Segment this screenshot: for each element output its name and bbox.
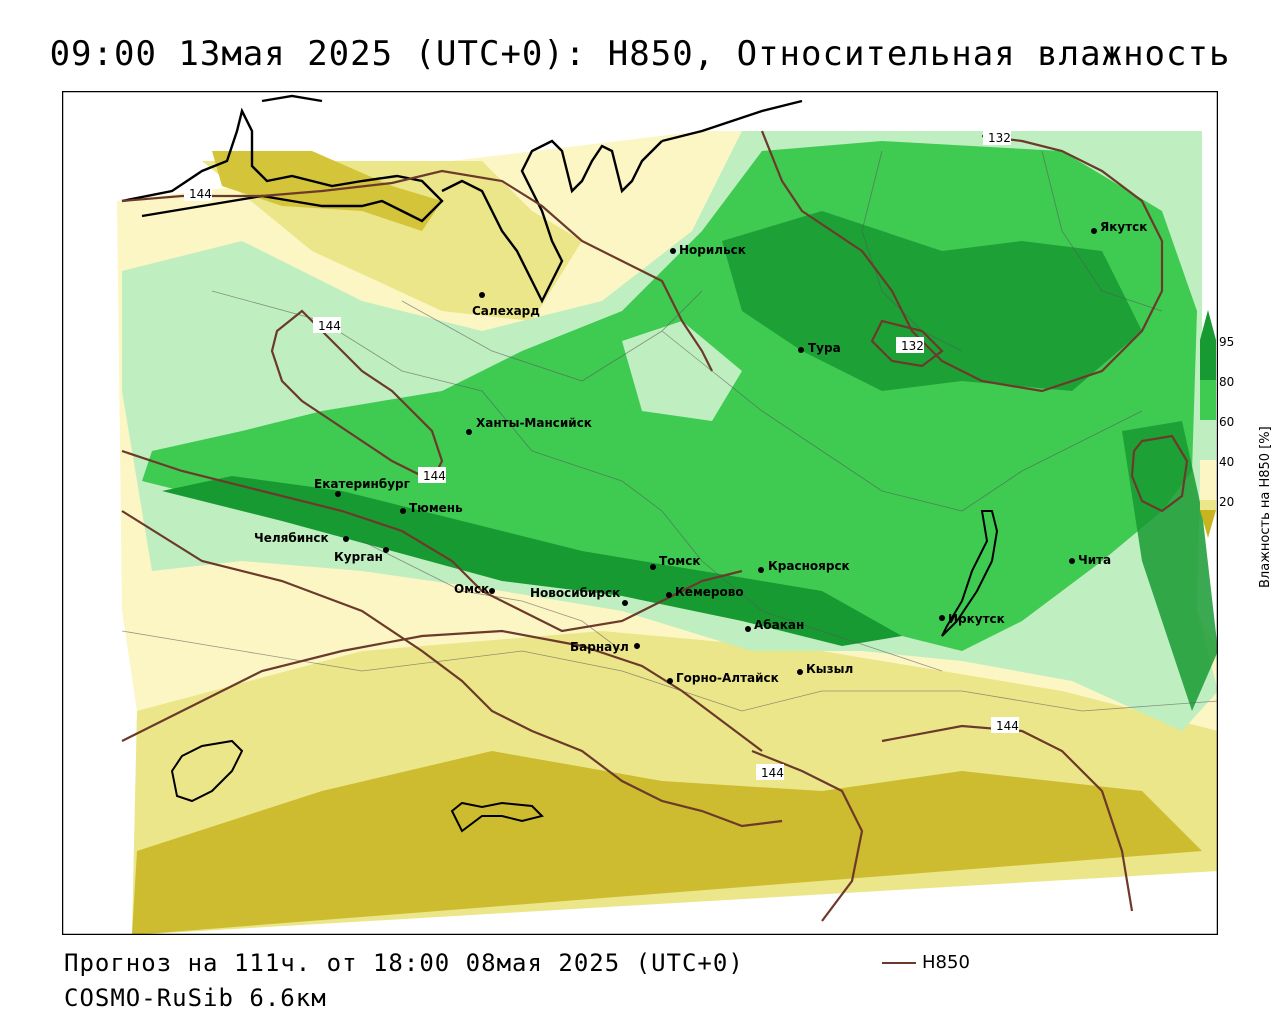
city-marker xyxy=(634,643,640,649)
city-marker xyxy=(479,292,485,298)
model-name: COSMO-RuSib 6.6км xyxy=(64,984,327,1012)
city-label: Новосибирск xyxy=(530,586,620,600)
isoline-label: 144 xyxy=(318,319,341,333)
very-wet-zone-east xyxy=(1122,421,1218,711)
colorbar-segment xyxy=(1200,500,1216,510)
colorbar-tick: 95 xyxy=(1219,335,1234,349)
city-marker xyxy=(667,678,673,684)
colorbar-tick: 80 xyxy=(1219,375,1234,389)
colorbar-top-triangle xyxy=(1200,310,1216,340)
city-marker xyxy=(758,567,764,573)
city-label: Тюмень xyxy=(409,501,463,515)
isoline-label: 144 xyxy=(423,469,446,483)
isoline-legend-swatch xyxy=(882,962,916,964)
isoline-legend: H850 xyxy=(882,952,970,973)
city-label: Красноярск xyxy=(768,559,850,573)
city-marker xyxy=(466,429,472,435)
isoline-label: 144 xyxy=(761,766,784,780)
city-label: Челябинск xyxy=(254,531,329,545)
city-label: Кызыл xyxy=(806,662,853,676)
lake-baikal xyxy=(941,510,999,637)
isoline-label: 144 xyxy=(189,187,212,201)
caspian-aral xyxy=(170,739,244,803)
city-label: Кемерово xyxy=(675,585,744,599)
city-marker xyxy=(1069,558,1075,564)
colorbar-segment xyxy=(1200,380,1216,420)
very-wet-zone xyxy=(162,476,902,646)
colorbar-bottom-triangle xyxy=(1200,510,1216,538)
city-label: Курган xyxy=(334,550,383,564)
isoline-label: 132 xyxy=(901,339,924,353)
city-label: Иркутск xyxy=(948,612,1005,626)
cities: Салехард Норильск Якутск Тура Ханты-Манс… xyxy=(254,220,1147,685)
city-label: Барнаул xyxy=(570,640,629,654)
city-marker xyxy=(670,248,676,254)
colorbar-tick: 40 xyxy=(1219,455,1234,469)
isoline-label: 144 xyxy=(996,719,1019,733)
colorbar-label: Влажность на H850 [%] xyxy=(1258,426,1273,588)
coastlines xyxy=(121,94,999,833)
city-marker xyxy=(1091,228,1097,234)
moist-patch xyxy=(622,321,742,421)
lake-balkhash xyxy=(450,801,544,833)
city-marker xyxy=(343,536,349,542)
h850-isolines xyxy=(121,130,1189,922)
city-label: Горно-Алтайск xyxy=(676,671,779,685)
colorbar-segment xyxy=(1200,340,1216,380)
city-label: Салехард xyxy=(472,304,540,318)
colorbar: 95 80 60 40 20 xyxy=(1200,310,1234,538)
city-marker xyxy=(489,588,495,594)
isoline-tura-loop xyxy=(870,319,944,368)
city-marker xyxy=(400,508,406,514)
colorbar-segment xyxy=(1200,420,1216,460)
city-marker xyxy=(383,547,389,553)
isoline-legend-label: H850 xyxy=(922,952,970,973)
map-title: 09:00 13мая 2025 (UTC+0): H850, Относите… xyxy=(49,34,1231,74)
isoline-east-loop xyxy=(1130,434,1189,513)
forecast-info: Прогноз на 111ч. от 18:00 08мая 2025 (UT… xyxy=(64,949,744,977)
city-marker xyxy=(745,626,751,632)
isoline-label: 132 xyxy=(988,131,1011,145)
city-marker xyxy=(335,491,341,497)
colorbar-tick: 20 xyxy=(1219,495,1234,509)
very-wet-zone-ne xyxy=(722,211,1142,391)
isoline-labels: 144 144 144 144 144 132 132 xyxy=(184,129,1019,780)
city-label: Екатеринбург xyxy=(314,477,410,491)
city-label: Томск xyxy=(659,554,701,568)
city-marker xyxy=(939,615,945,621)
city-marker xyxy=(797,669,803,675)
very-dry-zone-south xyxy=(132,751,1202,935)
colorbar-segment xyxy=(1200,460,1216,500)
city-label: Ханты-Мансийск xyxy=(476,416,592,430)
city-label: Абакан xyxy=(754,618,804,632)
city-label: Якутск xyxy=(1100,220,1147,234)
city-marker xyxy=(650,564,656,570)
colorbar-tick: 60 xyxy=(1219,415,1234,429)
colorbar-title: Влажность на H850 [%] xyxy=(1258,426,1273,588)
city-label: Норильск xyxy=(679,243,746,257)
city-marker xyxy=(666,592,672,598)
map-frame xyxy=(62,91,1218,935)
city-marker xyxy=(798,347,804,353)
city-marker xyxy=(622,600,628,606)
city-label: Чита xyxy=(1078,553,1111,567)
city-label: Тура xyxy=(808,341,841,355)
city-label: Омск xyxy=(454,582,489,596)
forecast-map: 144 144 144 144 144 132 132 Салехард Нор… xyxy=(62,91,1218,935)
